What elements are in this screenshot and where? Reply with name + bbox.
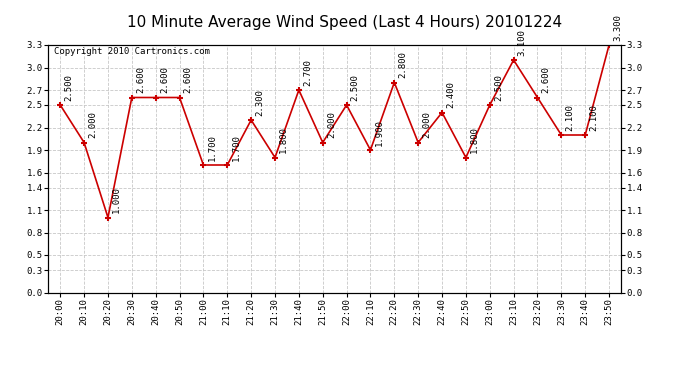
Text: 1.700: 1.700 <box>208 134 217 161</box>
Text: 3.100: 3.100 <box>518 29 526 56</box>
Text: Copyright 2010 Cartronics.com: Copyright 2010 Cartronics.com <box>54 48 210 57</box>
Text: 2.600: 2.600 <box>542 66 551 93</box>
Text: 1.000: 1.000 <box>112 186 121 213</box>
Text: 2.400: 2.400 <box>446 81 455 108</box>
Text: 2.100: 2.100 <box>589 104 598 131</box>
Text: 2.800: 2.800 <box>398 51 408 78</box>
Text: 2.300: 2.300 <box>255 89 264 116</box>
Text: 2.600: 2.600 <box>160 66 169 93</box>
Text: 1.800: 1.800 <box>470 126 479 153</box>
Text: 2.600: 2.600 <box>184 66 193 93</box>
Text: 2.000: 2.000 <box>327 111 336 138</box>
Text: 2.600: 2.600 <box>136 66 145 93</box>
Text: 2.000: 2.000 <box>422 111 431 138</box>
Text: 1.700: 1.700 <box>231 134 240 161</box>
Text: 2.000: 2.000 <box>88 111 97 138</box>
Text: 3.300: 3.300 <box>613 14 622 41</box>
Text: 10 Minute Average Wind Speed (Last 4 Hours) 20101224: 10 Minute Average Wind Speed (Last 4 Hou… <box>128 15 562 30</box>
Text: 2.100: 2.100 <box>566 104 575 131</box>
Text: 2.700: 2.700 <box>303 59 312 86</box>
Text: 2.500: 2.500 <box>351 74 359 101</box>
Text: 2.500: 2.500 <box>494 74 503 101</box>
Text: 1.800: 1.800 <box>279 126 288 153</box>
Text: 1.900: 1.900 <box>375 119 384 146</box>
Text: 2.500: 2.500 <box>64 74 73 101</box>
